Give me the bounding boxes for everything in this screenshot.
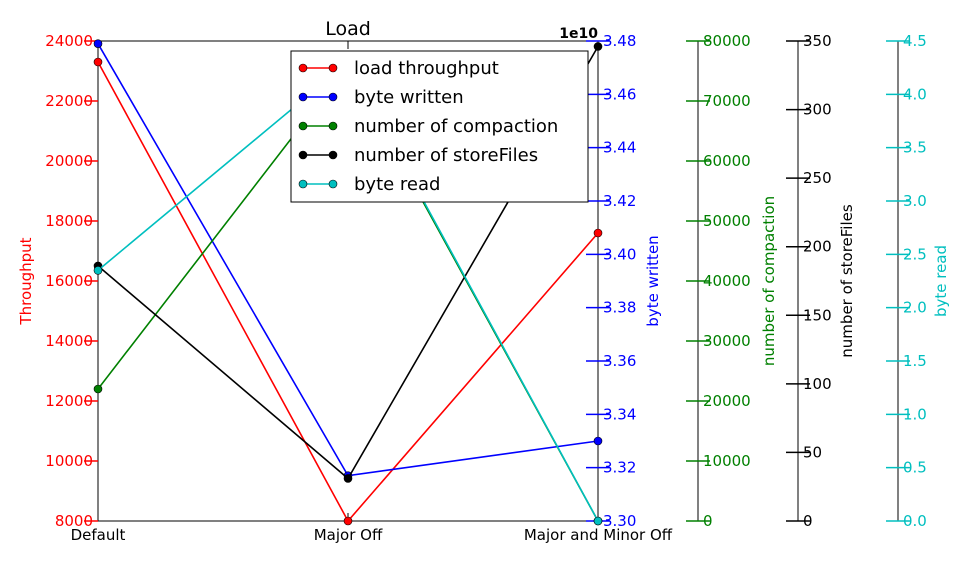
y-tick-label: 20000 — [45, 152, 93, 170]
y-tick-label: 50000 — [703, 212, 751, 230]
y-tick-label: 18000 — [45, 212, 93, 230]
legend-marker — [328, 150, 338, 160]
y-tick-label: 3.36 — [603, 352, 636, 370]
y-tick-label: 70000 — [703, 92, 751, 110]
legend-marker — [298, 63, 308, 73]
y-tick-label: 3.46 — [603, 85, 636, 103]
data-point — [593, 42, 603, 51]
series-throughput — [93, 57, 603, 526]
y-tick-label: 22000 — [45, 92, 93, 110]
y-tick-label: 3.48 — [603, 32, 636, 50]
legend-marker — [328, 63, 338, 73]
y-axis-storefiles: 0 50 100 150 200 250 300 350 number of storeFile… — [786, 32, 856, 530]
legend-label: byte written — [354, 87, 464, 108]
y-tick-label: 350 — [803, 32, 832, 50]
y-axis-bytes_written: 3.30 3.32 3.34 3.36 3.38 3.40 3.42 3.44 3.46 3.48… — [559, 26, 662, 530]
y-tick-label: 40000 — [703, 272, 751, 290]
x-tick-label: Default — [71, 526, 126, 544]
y-axis-label: byte read — [932, 245, 950, 317]
legend-marker — [298, 150, 308, 160]
y-tick-label: 250 — [803, 169, 832, 187]
legend-marker — [298, 121, 308, 131]
y-axis-compaction: 0 10000 20000 30000 40000 50000 60000 70000 8000… — [686, 32, 778, 530]
y-tick-label: 0.0 — [903, 512, 927, 530]
y-tick-label: 3.44 — [603, 139, 636, 157]
y-tick-label: 150 — [803, 306, 832, 324]
y-tick-label: 4.5 — [903, 32, 927, 50]
y-tick-label: 0 — [803, 512, 813, 530]
y-tick-label: 1.0 — [903, 405, 927, 423]
y-tick-label: 10000 — [703, 452, 751, 470]
legend-label: number of compaction — [354, 116, 558, 137]
legend-entry: number of compaction — [298, 116, 558, 137]
y-tick-label: 0.5 — [903, 459, 927, 477]
y-tick-label: 24000 — [45, 32, 93, 50]
y-axis-label: number of compaction — [760, 196, 778, 366]
x-tick-label: Major Off — [314, 526, 383, 544]
y-axis-label: number of storeFiles — [838, 204, 856, 358]
data-point — [343, 516, 353, 526]
data-point — [93, 57, 103, 67]
y-tick-label: 8000 — [55, 512, 93, 530]
legend-entry: byte written — [298, 87, 464, 108]
legend-label: number of storeFiles — [354, 145, 538, 166]
y-tick-label: 3.42 — [603, 192, 636, 210]
data-point — [593, 516, 603, 526]
legend-entry: number of storeFiles — [298, 145, 538, 166]
y-tick-label: 20000 — [703, 392, 751, 410]
y-tick-label: 4.0 — [903, 85, 927, 103]
legend-entry: load throughput — [298, 58, 499, 79]
legend-marker — [298, 92, 308, 102]
y-tick-label: 100 — [803, 375, 832, 393]
y-tick-label: 50 — [803, 443, 822, 461]
y-axis-bytes_read: 0.0 0.5 1.0 1.5 2.0 2.5 3.0 3.5 4.0 4.5 byte read — [886, 32, 950, 530]
y-tick-label: 0 — [703, 512, 713, 530]
data-point — [343, 474, 353, 483]
legend-label: load throughput — [354, 58, 499, 79]
y-tick-label: 10000 — [45, 452, 93, 470]
x-axis: Default Major Off Major and Minor Off — [71, 41, 673, 544]
y-tick-label: 200 — [803, 238, 832, 256]
y-tick-label: 2.5 — [903, 245, 927, 263]
y-tick-label: 3.5 — [903, 139, 927, 157]
y-tick-label: 80000 — [703, 32, 751, 50]
y-tick-label: 3.0 — [903, 192, 927, 210]
data-point — [93, 266, 103, 275]
data-point — [93, 39, 103, 48]
legend-marker — [328, 179, 338, 189]
legend-marker — [298, 179, 308, 189]
y-tick-label: 30000 — [703, 332, 751, 350]
y-axis-throughput: 8000 10000 12000 14000 16000 18000 20000 22000 2… — [17, 32, 99, 530]
y-tick-label: 1.5 — [903, 352, 927, 370]
y-tick-label: 300 — [803, 101, 832, 119]
y-tick-label: 2.0 — [903, 299, 927, 317]
data-point — [93, 384, 103, 394]
data-point — [593, 436, 603, 446]
legend-marker — [328, 92, 338, 102]
y-axis-offset-label: 1e10 — [559, 26, 598, 42]
legend-entry: byte read — [298, 174, 440, 195]
y-tick-label: 3.32 — [603, 459, 636, 477]
x-tick-label: Major and Minor Off — [524, 526, 673, 544]
y-tick-label: 3.30 — [603, 512, 636, 530]
y-axis-label: Throughput — [17, 237, 35, 325]
legend: load throughput byte written number of com… — [290, 50, 589, 203]
y-axis-label: byte written — [644, 235, 662, 326]
data-point — [593, 228, 603, 238]
y-tick-label: 16000 — [45, 272, 93, 290]
y-tick-label: 12000 — [45, 392, 93, 410]
legend-label: byte read — [354, 174, 440, 195]
chart-title: Load — [325, 18, 371, 40]
y-tick-label: 3.34 — [603, 405, 636, 423]
y-tick-label: 3.40 — [603, 245, 636, 263]
legend-box — [290, 50, 589, 203]
legend-marker — [328, 121, 338, 131]
y-tick-label: 14000 — [45, 332, 93, 350]
y-tick-label: 3.38 — [603, 299, 636, 317]
y-tick-label: 60000 — [703, 152, 751, 170]
y-axes: 8000100001200014000160001800020000220002… — [17, 26, 950, 530]
